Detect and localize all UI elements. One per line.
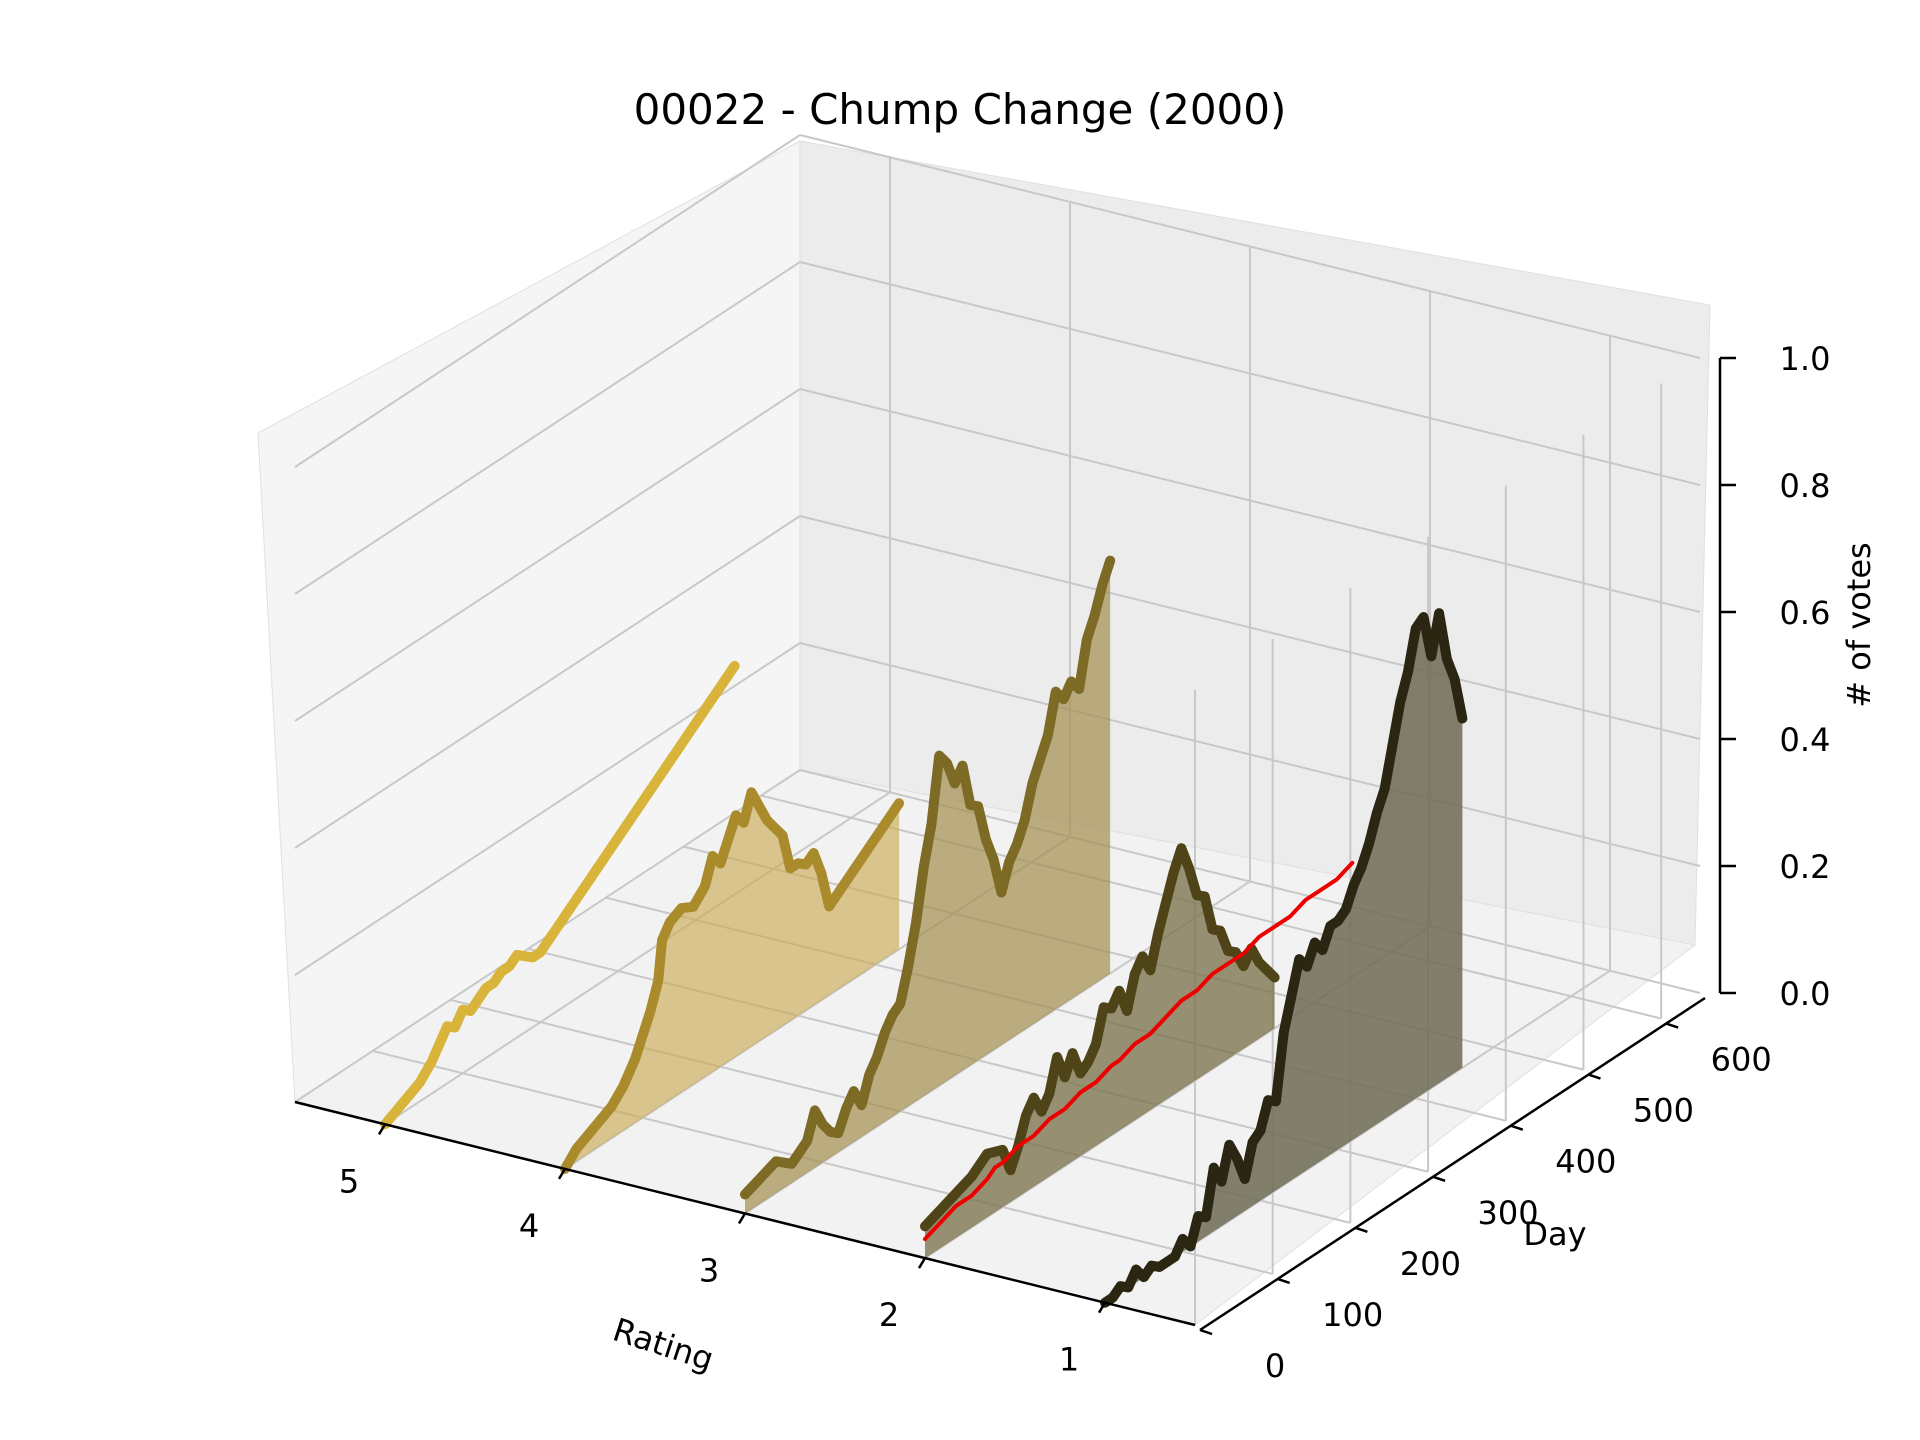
grid-line-votes-left <box>294 134 801 468</box>
series-line-rating-2 <box>920 843 1280 1232</box>
day-tick-label: 300 <box>1478 1194 1539 1232</box>
grid-line-votes-back <box>799 134 1701 359</box>
votes-tick-label: 1.0 <box>1780 340 1831 378</box>
day-tick-label: 100 <box>1322 1296 1383 1334</box>
z-axis-label: # of votes <box>1840 542 1878 707</box>
votes-tick-label: 0.8 <box>1780 467 1831 505</box>
series-line-rating-3 <box>740 555 1116 1200</box>
day-tick <box>1510 1124 1524 1131</box>
day-tick-label: 500 <box>1633 1092 1694 1130</box>
day-tick-label: 400 <box>1555 1143 1616 1181</box>
day-tick <box>1277 1277 1291 1285</box>
grid-line-votes-back <box>799 261 1701 486</box>
series-fill-rating-2 <box>925 848 1275 1259</box>
series-fill-rating-3 <box>745 560 1111 1214</box>
rating-tick-label: 3 <box>699 1252 719 1290</box>
day-tick-label: 600 <box>1711 1041 1772 1079</box>
rating-tick-label: 1 <box>1059 1341 1079 1379</box>
y-axis-label: Day <box>1523 1215 1586 1253</box>
day-tick <box>1199 1328 1213 1336</box>
series-fill-rating-4 <box>565 792 900 1169</box>
x-axis-label: Rating <box>608 1311 718 1379</box>
grid-line-votes-left <box>294 388 801 722</box>
data-series <box>380 555 1468 1308</box>
rating-tick-label: 5 <box>339 1162 359 1200</box>
votes-tick-label: 0.6 <box>1780 594 1831 632</box>
rating-tick <box>917 1257 927 1269</box>
rating-tick <box>1097 1302 1107 1314</box>
series-fill-rating-1 <box>1105 613 1463 1303</box>
rating-tick <box>377 1123 387 1135</box>
day-tick <box>1588 1073 1601 1080</box>
rating-tick-label: 2 <box>879 1296 899 1334</box>
day-axis-line <box>1199 996 1706 1332</box>
grid-line-rating-floor <box>384 791 891 1126</box>
votes-tick-label: 0.2 <box>1780 848 1831 886</box>
grid-line-votes-back <box>799 388 1701 613</box>
grid-line-votes-back <box>799 515 1701 740</box>
day-tick <box>1432 1175 1446 1182</box>
series-line-rating-5 <box>380 660 740 1130</box>
day-tick <box>1665 1022 1679 1029</box>
day-tick <box>1354 1226 1368 1234</box>
rating-tick-label: 4 <box>519 1207 539 1245</box>
series-line-rating-1 <box>1100 608 1468 1308</box>
grid-line-votes-back <box>799 642 1701 867</box>
series-line-rating-2 <box>923 860 1355 1242</box>
series-line-rating-4 <box>560 787 905 1174</box>
rating-tick <box>737 1212 747 1225</box>
chart-title: 00022 - Chump Change (2000) <box>634 85 1287 134</box>
grid-line-votes-left <box>294 261 801 595</box>
rating-tick <box>557 1168 567 1180</box>
day-tick-label: 0 <box>1265 1347 1285 1385</box>
day-tick-label: 200 <box>1400 1245 1461 1283</box>
votes-tick-label: 0.0 <box>1780 975 1831 1013</box>
grid-line-votes-left <box>294 515 801 849</box>
votes-tick-label: 0.4 <box>1780 721 1831 759</box>
